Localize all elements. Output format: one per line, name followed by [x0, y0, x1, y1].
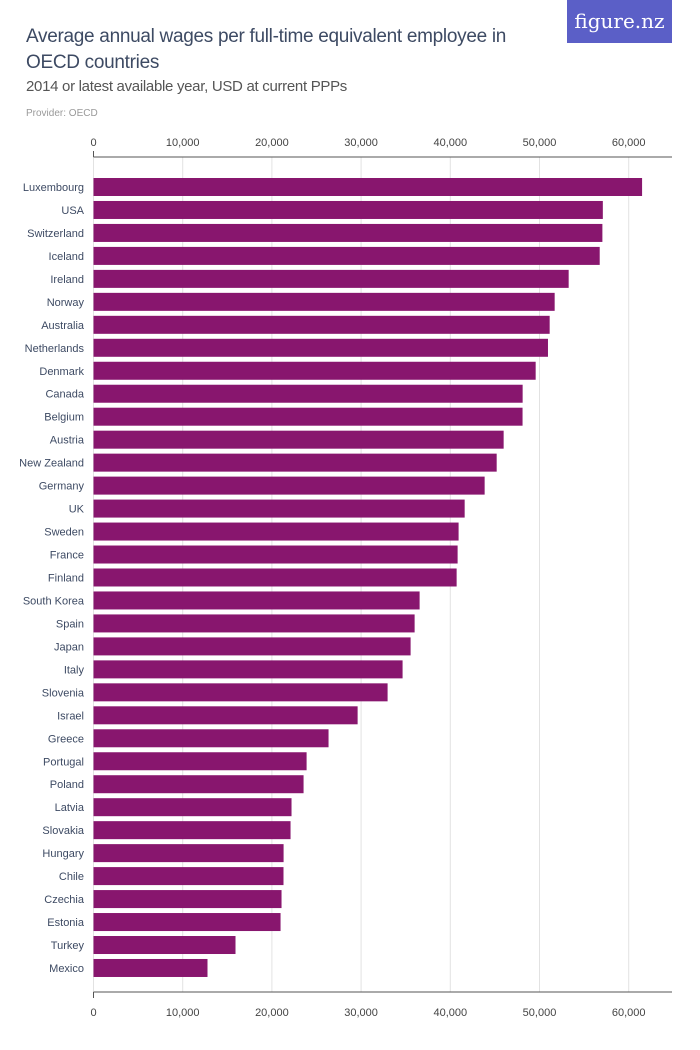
category-label: Hungary — [42, 848, 84, 860]
chart-subtitle: 2014 or latest available year, USD at cu… — [26, 78, 348, 95]
bar-italy — [93, 660, 403, 679]
category-label: Netherlands — [25, 343, 85, 355]
category-label: New Zealand — [19, 458, 84, 470]
bar-canada — [93, 384, 523, 403]
x-tick-label-top: 50,000 — [523, 137, 557, 149]
category-label: Estonia — [47, 917, 85, 929]
category-label: Italy — [64, 664, 85, 676]
bar-france — [93, 545, 458, 564]
bar-greece — [93, 729, 329, 748]
category-label: Portugal — [43, 756, 84, 768]
bar-sweden — [93, 522, 459, 541]
category-label: Greece — [48, 733, 84, 745]
bar-finland — [93, 568, 457, 587]
bar-germany — [93, 476, 485, 495]
bar-hungary — [93, 844, 284, 863]
category-label: Czechia — [44, 894, 85, 906]
x-tick-label-top: 10,000 — [166, 137, 200, 149]
category-label: Ireland — [50, 274, 84, 286]
category-label: Switzerland — [27, 228, 84, 240]
bar-slovenia — [93, 683, 388, 702]
bar-australia — [93, 315, 550, 334]
x-tick-label-top: 20,000 — [255, 137, 289, 149]
bar-czechia — [93, 890, 282, 909]
category-label: France — [50, 550, 84, 562]
x-tick-label-top: 30,000 — [344, 137, 378, 149]
x-tick-label-bottom: 30,000 — [344, 1007, 378, 1019]
category-label: Spain — [56, 618, 84, 630]
category-label: Belgium — [44, 412, 84, 424]
bar-norway — [93, 292, 555, 311]
bar-portugal — [93, 752, 307, 771]
category-label: Sweden — [44, 527, 84, 539]
bar-estonia — [93, 913, 281, 932]
bar-turkey — [93, 936, 236, 955]
bar-new-zealand — [93, 453, 497, 472]
chart-title: Average annual wages per full-time equiv… — [26, 26, 507, 73]
bar-austria — [93, 430, 504, 449]
x-tick-label-top: 40,000 — [433, 137, 467, 149]
bar-denmark — [93, 361, 536, 380]
bar-latvia — [93, 798, 292, 817]
category-label: Chile — [59, 871, 84, 883]
bar-belgium — [93, 407, 523, 426]
category-label: Denmark — [39, 366, 84, 378]
category-label: Iceland — [49, 251, 84, 263]
category-label: Finland — [48, 572, 84, 584]
category-label: Israel — [57, 710, 84, 722]
category-label: Poland — [50, 779, 84, 791]
bar-israel — [93, 706, 358, 725]
category-label: USA — [61, 205, 84, 217]
category-label: Latvia — [55, 802, 85, 814]
category-label: Norway — [47, 297, 85, 309]
category-label: Slovenia — [42, 687, 85, 699]
bar-poland — [93, 775, 304, 794]
x-tick-label-bottom: 10,000 — [166, 1007, 200, 1019]
x-tick-label-bottom: 50,000 — [523, 1007, 557, 1019]
bar-iceland — [93, 246, 600, 265]
category-label: Australia — [41, 320, 85, 332]
x-tick-label-bottom: 20,000 — [255, 1007, 289, 1019]
bar-uk — [93, 499, 465, 518]
category-label: UK — [69, 504, 85, 516]
x-tick-label-top: 0 — [90, 137, 96, 149]
bar-slovakia — [93, 821, 291, 840]
figure-nz-logo[interactable]: figure.nz — [567, 0, 672, 43]
bar-switzerland — [93, 223, 603, 242]
bar-usa — [93, 200, 603, 219]
x-tick-label-bottom: 60,000 — [612, 1007, 646, 1019]
x-tick-label-top: 60,000 — [612, 137, 646, 149]
category-label: Germany — [39, 481, 85, 493]
bar-spain — [93, 614, 415, 633]
bar-south-korea — [93, 591, 420, 610]
bar-mexico — [93, 958, 208, 977]
category-label: Canada — [45, 389, 84, 401]
category-label: Austria — [50, 435, 85, 447]
x-tick-label-bottom: 0 — [90, 1007, 96, 1019]
provider-label: Provider: OECD — [26, 108, 98, 119]
bar-luxembourg — [93, 178, 643, 196]
category-label: Slovakia — [42, 825, 84, 837]
category-label: Japan — [54, 641, 84, 653]
bar-netherlands — [93, 338, 548, 357]
x-tick-label-bottom: 40,000 — [433, 1007, 467, 1019]
category-label: South Korea — [23, 595, 85, 607]
bar-ireland — [93, 269, 569, 288]
category-label: Luxembourg — [23, 182, 84, 194]
category-label: Mexico — [49, 963, 84, 975]
bar-japan — [93, 637, 411, 656]
bar-chile — [93, 867, 284, 886]
category-label: Turkey — [51, 940, 85, 952]
